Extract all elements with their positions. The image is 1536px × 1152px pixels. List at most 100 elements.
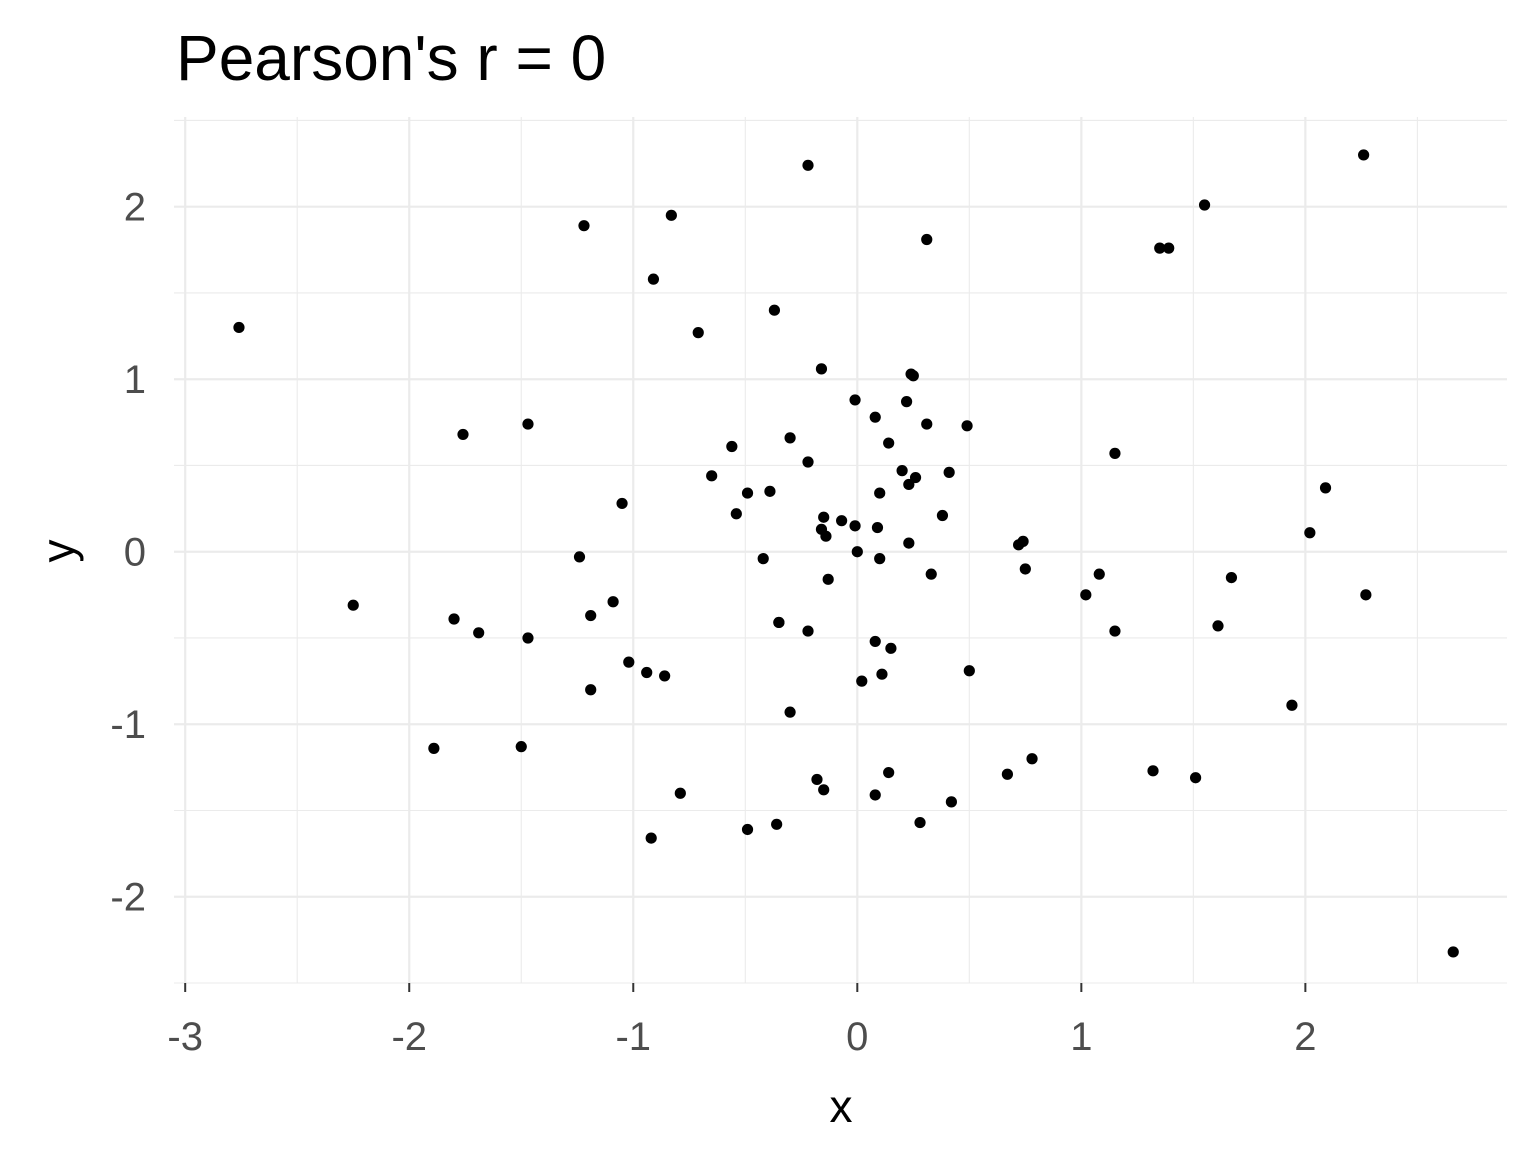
x-tick-label: -3: [167, 1015, 203, 1059]
data-point: [849, 520, 861, 532]
data-point: [925, 568, 937, 580]
data-point: [585, 684, 597, 696]
data-point: [909, 471, 922, 484]
data-point: [836, 515, 848, 527]
data-point: [921, 233, 933, 246]
data-point: [874, 553, 886, 565]
x-axis-title: x: [830, 1080, 853, 1132]
data-point: [741, 487, 754, 499]
data-point: [1109, 625, 1121, 637]
data-point: [233, 321, 245, 334]
x-tick-label: -2: [391, 1015, 427, 1059]
data-point: [647, 273, 660, 285]
data-point: [1447, 946, 1459, 958]
data-point: [849, 394, 861, 406]
data-point: [811, 773, 823, 786]
data-point: [665, 209, 677, 221]
data-point: [473, 627, 485, 639]
data-point: [851, 546, 863, 558]
data-point: [1319, 482, 1332, 494]
x-tick-label: 0: [846, 1015, 868, 1059]
data-point: [802, 159, 814, 171]
data-point: [784, 432, 796, 444]
data-point: [1019, 563, 1031, 575]
data-point: [936, 509, 949, 522]
data-point: [885, 642, 897, 654]
data-point: [706, 470, 718, 482]
data-point: [741, 823, 754, 836]
data-point: [784, 706, 796, 718]
y-tick-label: 0: [124, 531, 146, 575]
data-point: [515, 741, 527, 753]
data-point: [692, 327, 704, 339]
data-point: [903, 537, 915, 549]
data-point: [1212, 620, 1224, 632]
data-point: [585, 609, 597, 622]
data-points: [233, 149, 1459, 958]
data-point: [616, 497, 628, 510]
data-point: [1154, 242, 1166, 254]
data-point: [869, 789, 881, 801]
data-point: [768, 304, 781, 316]
data-point: [1163, 242, 1175, 254]
data-point: [856, 675, 868, 687]
data-point: [1198, 199, 1211, 211]
data-point: [771, 818, 783, 830]
data-point: [921, 418, 933, 430]
data-point: [963, 665, 975, 677]
data-point: [522, 632, 534, 644]
data-point: [876, 668, 888, 680]
data-point: [1304, 527, 1316, 539]
data-point: [818, 784, 830, 796]
data-point: [802, 456, 814, 468]
y-tick-label: -2: [110, 876, 146, 920]
x-tick-label: -1: [615, 1015, 651, 1059]
axis-ticks: -3 -2 -1 0 1 2 -2 -1 0 1 2: [110, 186, 1316, 1059]
data-point: [573, 551, 586, 563]
data-point: [871, 521, 884, 534]
data-point: [874, 487, 886, 499]
data-point: [896, 465, 908, 477]
data-point: [1080, 589, 1092, 601]
data-point: [1225, 572, 1238, 584]
y-tick-label: -1: [110, 703, 146, 747]
data-point: [641, 666, 653, 679]
data-point: [457, 428, 469, 441]
data-point: [820, 530, 832, 542]
data-point: [1017, 535, 1029, 547]
data-point: [1026, 753, 1038, 765]
data-point: [961, 420, 973, 432]
chart-title: Pearson's r = 0: [176, 22, 606, 94]
y-axis-title: y: [32, 540, 84, 563]
data-point: [1189, 772, 1202, 784]
data-point: [607, 596, 619, 608]
data-point: [945, 796, 957, 808]
x-tick-label: 2: [1294, 1015, 1316, 1059]
data-point: [815, 363, 828, 375]
data-point: [943, 466, 955, 478]
data-point: [903, 478, 915, 491]
data-point: [757, 553, 769, 565]
x-tick-label: 1: [1070, 1015, 1092, 1059]
grid-lines: [174, 117, 1507, 984]
data-point: [659, 670, 671, 682]
data-point: [883, 766, 895, 779]
data-point: [883, 437, 895, 449]
data-point: [522, 418, 534, 430]
data-point: [1358, 149, 1370, 161]
data-point: [1360, 589, 1372, 601]
data-point: [578, 220, 590, 232]
y-tick-label: 2: [124, 186, 146, 230]
y-tick-label: 1: [124, 358, 146, 402]
data-point: [1147, 765, 1159, 777]
data-point: [900, 396, 913, 408]
data-point: [645, 832, 657, 844]
data-point: [869, 635, 881, 648]
data-point: [1093, 568, 1105, 580]
data-point: [448, 613, 460, 625]
data-point: [914, 816, 926, 829]
data-point: [1109, 447, 1121, 459]
data-point: [818, 511, 830, 523]
